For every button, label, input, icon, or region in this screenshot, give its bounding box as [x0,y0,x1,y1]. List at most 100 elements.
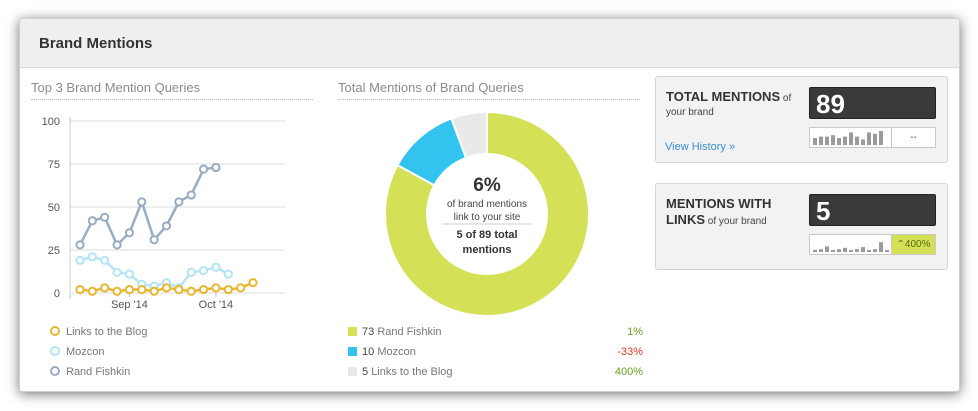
spark-bar [867,132,871,145]
spark-bar [819,249,823,252]
total-mentions-label: TOTAL MENTIONS of your brand [666,90,791,120]
legend-mozcon[interactable]: Mozcon [50,346,105,358]
donut-legend-rand-fishkin[interactable]: 73 Rand Fishkin [348,326,442,338]
legend-links-blog[interactable]: Links to the Blog [50,326,147,338]
total-mentions-sparkline: -- [809,127,936,148]
data-point[interactable] [211,283,221,293]
data-point[interactable] [211,162,221,173]
donut-legend-links-blog[interactable]: 5 Links to the Blog [348,366,453,378]
y-tick-label: 100 [42,116,60,128]
mentions-with-links-title-line2: LINKS [666,212,705,227]
donut-legend-links-blog-change: 400% [614,366,643,378]
data-point[interactable] [87,216,97,226]
legend-rand-fishkin-marker [50,366,60,377]
mentions-with-links-box: MENTIONS WITH LINKS of your brand 5 ⌃400… [655,183,948,270]
mentions-with-links-subtitle: of your brand [707,216,767,227]
donut-center-line3: 5 of 89 total [456,229,517,241]
data-point[interactable] [186,190,196,200]
spark-bar [879,131,883,145]
donut-slice[interactable] [384,110,590,317]
data-point[interactable] [124,284,135,295]
spark-bar [867,249,871,252]
donut-center-percent: 6% [473,175,501,196]
data-point[interactable] [161,221,172,231]
data-point[interactable] [211,262,221,272]
donut-legend-mozcon-change: -33% [617,346,643,358]
donut-legend-mozcon-count: 10 [362,346,375,358]
data-point[interactable] [149,235,159,245]
data-point[interactable] [124,228,135,238]
spark-bar [861,139,865,145]
spark-bar [855,136,859,145]
data-point[interactable] [75,240,85,250]
data-point[interactable] [112,240,122,250]
x-tick-label: Oct '14 [199,299,234,311]
spark-bar [837,249,841,252]
data-point[interactable] [236,283,246,293]
data-point[interactable] [75,284,85,295]
data-point[interactable] [248,278,258,288]
data-point[interactable] [112,267,122,277]
spark-bar [831,135,835,145]
donut-legend-links-blog-label: Links to the Blog [371,366,453,378]
legend-links-blog-label: Links to the Blog [66,326,148,338]
line-chart-title: Top 3 Brand Mention Queries [31,80,313,100]
view-history-link[interactable]: View History » [665,141,736,153]
spark-bar [843,136,847,145]
series-line [78,166,217,247]
donut-legend-links-blog-count: 5 [362,366,369,378]
data-point[interactable] [100,212,110,222]
data-point[interactable] [75,255,85,265]
data-point[interactable] [100,255,110,265]
data-point[interactable] [87,252,97,262]
card-header: Brand Mentions [20,19,959,68]
data-point[interactable] [174,284,184,295]
data-point[interactable] [137,284,147,295]
legend-mozcon-label: Mozcon [66,346,105,358]
donut-legend-rand-fishkin-count: 73 [362,326,375,338]
mentions-with-links-up-icon: ⌃ [896,239,905,250]
total-mentions-box: TOTAL MENTIONS of your brand 89 -- View … [655,76,948,163]
spark-bar [855,249,859,252]
total-mentions-change: -- [891,128,935,147]
data-point[interactable] [198,284,209,295]
data-point[interactable] [100,283,110,293]
total-mentions-title-suffix: of [782,93,792,104]
donut-legend-links-blog-swatch [348,366,357,376]
data-point[interactable] [186,267,196,277]
mentions-with-links-change-value: 400% [904,239,931,250]
data-point[interactable] [223,284,233,295]
spark-bar [813,249,817,252]
donut-chart: 6% of brand mentions link to your site 5… [384,110,590,317]
data-point[interactable] [223,269,233,279]
total-mentions-title: TOTAL MENTIONS [666,89,781,104]
y-tick-label: 50 [48,202,60,214]
y-tick-label: 25 [48,245,60,257]
data-point[interactable] [161,283,172,293]
donut-chart-title: Total Mentions of Brand Queries [338,80,640,100]
spark-bar [813,138,817,145]
total-mentions-subtitle: your brand [666,107,714,118]
data-point[interactable] [137,197,147,207]
donut-legend-mozcon-label: Mozcon [377,346,416,358]
spark-bar [873,249,877,252]
legend-rand-fishkin[interactable]: Rand Fishkin [50,366,130,378]
spark-bar [885,249,889,252]
x-tick-label: Sep '14 [111,299,148,311]
spark-bar [831,249,835,252]
donut-slice[interactable] [450,110,488,160]
legend-rand-fishkin-label: Rand Fishkin [66,366,131,378]
mentions-with-links-value: 5 [809,194,936,226]
donut-legend-rand-fishkin-change: 1% [627,326,643,338]
data-point[interactable] [186,286,196,296]
data-point[interactable] [87,286,97,296]
data-point[interactable] [198,164,209,174]
data-point[interactable] [174,197,184,207]
data-point[interactable] [149,286,159,296]
donut-legend-mozcon[interactable]: 10 Mozcon [348,346,416,358]
line-chart: 0 25 50 75 100 Sep '14 Oct '14 [42,116,285,311]
donut-legend-mozcon-swatch [348,346,357,356]
data-point[interactable] [198,266,209,276]
data-point[interactable] [112,286,122,296]
data-point[interactable] [124,269,135,279]
